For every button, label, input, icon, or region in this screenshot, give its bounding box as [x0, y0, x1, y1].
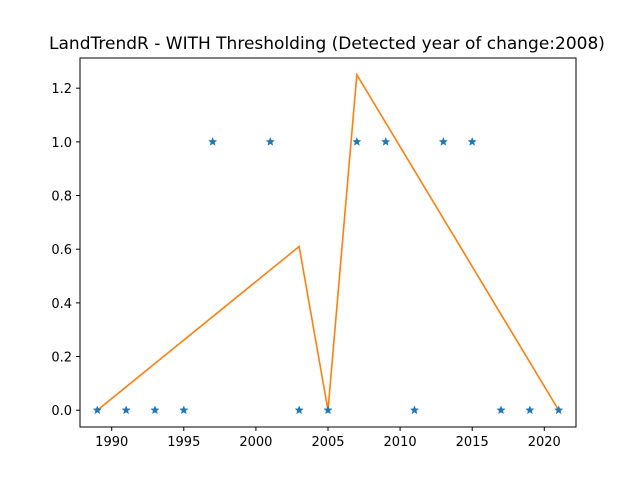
- y-tick-label: 1.0: [51, 136, 72, 151]
- y-tick-label: 0.2: [51, 351, 72, 366]
- data-point: [554, 405, 564, 415]
- y-tick-label: 1.2: [51, 82, 72, 97]
- x-tick-label: 1990: [95, 435, 128, 450]
- data-point: [323, 405, 333, 415]
- chart-title: LandTrendR - WITH Thresholding (Detected…: [49, 34, 605, 54]
- x-tick-label: 2010: [384, 435, 417, 450]
- x-tick-label: 2015: [456, 435, 489, 450]
- data-point: [294, 405, 304, 415]
- x-tick-label: 2000: [239, 435, 272, 450]
- y-tick-label: 0.6: [51, 243, 72, 258]
- data-point: [496, 405, 506, 415]
- data-point: [409, 405, 420, 415]
- data-point: [381, 136, 391, 146]
- data-point: [525, 405, 535, 415]
- data-point: [467, 136, 477, 146]
- x-tick-label: 2020: [528, 435, 561, 450]
- data-point: [352, 136, 362, 146]
- data-point: [207, 136, 218, 146]
- fitted-line: [96, 72, 560, 411]
- x-axis: 1990 1995 2000 2005 2010 2015 2020: [95, 427, 561, 450]
- y-tick-label: 0.4: [51, 297, 72, 312]
- axes-frame: [79, 57, 577, 428]
- data-point: [121, 405, 131, 415]
- data-point: [265, 136, 275, 146]
- x-tick-label: 2005: [311, 435, 344, 450]
- x-tick-label: 1995: [167, 435, 200, 450]
- data-point: [438, 136, 449, 146]
- plot-area: [92, 72, 564, 415]
- data-point: [92, 405, 102, 415]
- y-tick-label: 0.0: [51, 404, 72, 419]
- y-tick-label: 0.8: [51, 190, 72, 205]
- data-point: [179, 405, 189, 415]
- y-axis: 0.0 0.2 0.4 0.6 0.8 1.0 1.2: [51, 82, 80, 419]
- data-point: [150, 405, 160, 415]
